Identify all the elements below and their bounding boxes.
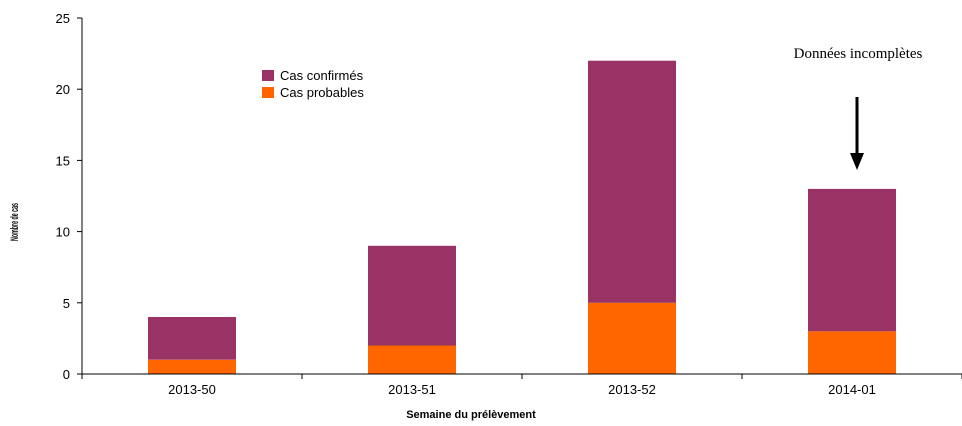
bar-2013-52-probable [588,302,676,374]
y-tick-label: 0 [63,367,70,382]
x-tick-label: 2013-51 [388,382,436,397]
legend-swatch-confirmed [262,70,274,81]
bars-layer [148,60,896,374]
x-tick-label: 2013-50 [168,382,216,397]
x-axis-title: Semaine du prélèvement [406,409,536,421]
x-tick-label: 2013-52 [608,382,656,397]
bar-2013-50-confirmed [148,317,236,360]
y-tick-label: 20 [56,82,70,97]
y-tick-label: 10 [56,225,70,240]
bar-2013-51-confirmed [368,245,456,346]
legend-label-confirmed: Cas confirmés [280,68,364,83]
axes-layer [77,17,962,379]
bar-2014-01-confirmed [808,188,896,332]
bar-2013-50-probable [148,359,236,374]
legend-swatch-probable [262,87,274,98]
x-tick-label: 2014-01 [828,382,876,397]
annotation: Données incomplètes [794,46,923,170]
legend: Cas confirmés Cas probables [262,68,364,100]
bar-2013-51-probable [368,345,456,374]
y-tick-label: 25 [56,11,70,26]
annotation-arrow-head [850,153,864,170]
bar-2014-01-probable [808,331,896,374]
bar-2013-52-confirmed [588,60,676,303]
y-axis-title: Nombre de cas [9,203,21,241]
labels-layer: 0 5 10 15 20 25 2013-50 2013-51 2013-52 2014-01 [56,11,876,397]
legend-label-probable: Cas probables [280,85,364,100]
annotation-label: Données incomplètes [794,46,923,62]
y-tick-label: 15 [56,153,70,168]
y-tick-label: 5 [63,296,70,311]
